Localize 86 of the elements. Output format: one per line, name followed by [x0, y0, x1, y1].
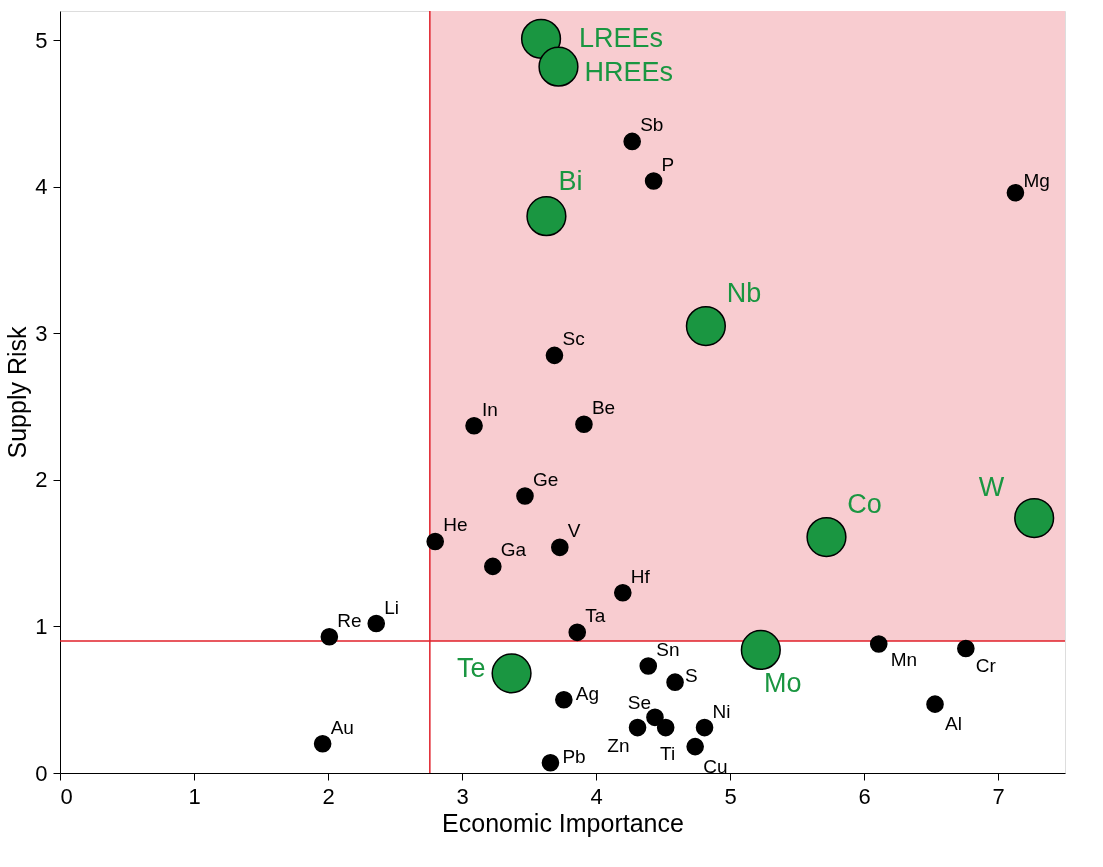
annotation: Zn	[607, 734, 630, 756]
point	[806, 517, 847, 558]
annotation: Au	[330, 716, 354, 738]
annotation: Sn	[656, 639, 680, 661]
annotation: Hf	[630, 565, 651, 587]
point	[639, 657, 658, 675]
point	[426, 532, 445, 551]
x-tick-label: 5	[724, 783, 737, 809]
point	[551, 538, 569, 557]
x-tick-label: 3	[456, 783, 469, 809]
x-tick-label: 6	[858, 783, 871, 809]
point	[666, 673, 684, 691]
annotation: W	[978, 472, 1005, 503]
point	[656, 718, 675, 737]
annotation: Te	[457, 653, 486, 684]
annotation: Nb	[726, 278, 762, 309]
point	[1014, 497, 1055, 539]
annotation: Cu	[703, 755, 728, 777]
annotation: Mn	[890, 649, 918, 671]
point	[686, 737, 704, 756]
point	[320, 627, 339, 646]
point	[628, 718, 647, 737]
point	[740, 629, 781, 670]
y-tick-label: 3	[35, 320, 48, 346]
x-tick-label: 2	[322, 783, 335, 809]
point	[313, 734, 332, 753]
y-tick-label: 0	[35, 760, 48, 786]
point	[623, 132, 641, 151]
annotation: Co	[847, 489, 882, 520]
point	[644, 172, 663, 190]
point	[555, 690, 573, 709]
annotation: Be	[591, 397, 616, 419]
annotation: V	[567, 520, 581, 542]
point	[367, 614, 386, 633]
annotation: In	[482, 398, 498, 420]
annotation: Se	[627, 692, 651, 714]
annotation: Li	[384, 596, 400, 618]
point	[869, 635, 888, 653]
x-tick-label: 4	[590, 783, 603, 809]
point	[613, 583, 632, 602]
point	[926, 695, 944, 713]
point	[545, 346, 564, 365]
point	[516, 487, 534, 505]
point	[520, 18, 562, 59]
point	[685, 305, 726, 347]
annotation: HREEs	[584, 56, 673, 87]
annotation: Ti	[660, 742, 676, 764]
y-axis-title: Supply Risk	[3, 326, 32, 459]
annotation: Sb	[640, 114, 664, 136]
point	[646, 708, 664, 727]
annotation: Re	[337, 609, 362, 631]
annotation: Ni	[712, 700, 731, 722]
x-tick-label: 7	[992, 783, 1005, 809]
annotation: S	[685, 665, 698, 687]
annotation: Al	[945, 713, 962, 735]
annotation: LREEs	[579, 22, 664, 53]
annotation: Mo	[764, 667, 802, 698]
y-tick-label: 5	[35, 27, 48, 53]
point	[465, 416, 483, 435]
y-tick-label: 2	[35, 467, 48, 493]
point	[1006, 183, 1025, 202]
y-tick-label: 1	[35, 613, 48, 639]
point	[568, 623, 587, 642]
x-tick-label: 0	[60, 783, 73, 809]
annotation: Sc	[562, 328, 585, 350]
annotation: He	[443, 514, 468, 536]
point	[957, 639, 975, 658]
point	[695, 718, 714, 737]
x-tick-label: 1	[188, 783, 201, 809]
point	[526, 196, 567, 237]
annotation: Ta	[585, 605, 606, 627]
annotation: Ga	[500, 539, 527, 561]
point	[575, 415, 593, 434]
annotation: P	[661, 153, 675, 175]
annotation: Ge	[532, 469, 559, 491]
point	[484, 557, 502, 576]
y-tick-label: 4	[35, 174, 48, 200]
point	[538, 46, 579, 87]
annotation: Bi	[558, 166, 583, 197]
x-axis-title: Economic Importance	[442, 808, 684, 837]
annotation: Ag	[575, 682, 600, 704]
annotation: Pb	[562, 745, 586, 767]
annotation: Mg	[1023, 169, 1050, 191]
point	[541, 753, 560, 772]
point	[491, 653, 532, 694]
annotation: Cr	[975, 655, 997, 677]
